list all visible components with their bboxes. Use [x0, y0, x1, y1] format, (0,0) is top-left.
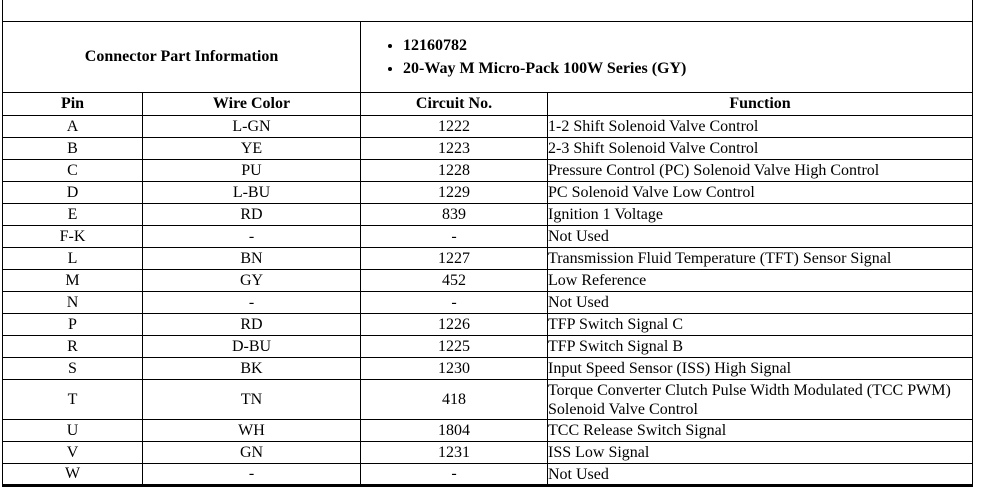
- table-row-pin-n: N - - Not Used: [2, 291, 973, 314]
- table-row-pin-e: E RD 839 Ignition 1 Voltage: [2, 203, 973, 226]
- pin-cell: E: [2, 203, 143, 226]
- pin-cell: V: [2, 441, 143, 464]
- column-header-pin: Pin: [2, 92, 143, 116]
- function-cell: Transmission Fluid Temperature (TFT) Sen…: [547, 247, 973, 270]
- table-row-pin-v: V GN 1231 ISS Low Signal: [2, 441, 973, 464]
- wire-color-cell: TN: [142, 379, 361, 420]
- pin-cell: R: [2, 335, 143, 358]
- circuit-no-cell: 1225: [360, 335, 548, 358]
- table-row-pin-r: R D-BU 1225 TFP Switch Signal B: [2, 335, 973, 358]
- table-row-pin-s: S BK 1230 Input Speed Sensor (ISS) High …: [2, 357, 973, 380]
- table-header-row: Pin Wire Color Circuit No. Function: [2, 92, 973, 116]
- pin-cell: D: [2, 181, 143, 204]
- circuit-no-cell: 1227: [360, 247, 548, 270]
- column-header-circuit-no: Circuit No.: [360, 92, 548, 116]
- function-cell: PC Solenoid Valve Low Control: [547, 181, 973, 204]
- function-cell: TCC Release Switch Signal: [547, 419, 973, 442]
- pin-cell: W: [2, 463, 143, 487]
- top-strip-cell: [2, 0, 973, 22]
- function-cell: TFP Switch Signal B: [547, 335, 973, 358]
- table-row-pin-m: M GY 452 Low Reference: [2, 269, 973, 292]
- function-cell: Input Speed Sensor (ISS) High Signal: [547, 357, 973, 380]
- circuit-no-cell: 1229: [360, 181, 548, 204]
- circuit-no-cell: 1226: [360, 313, 548, 336]
- table-row-pin-b: B YE 1223 2-3 Shift Solenoid Valve Contr…: [2, 137, 973, 160]
- circuit-no-cell: 418: [360, 379, 548, 420]
- wire-color-cell: L-GN: [142, 115, 361, 138]
- wire-color-cell: -: [142, 463, 361, 487]
- circuit-no-cell: 839: [360, 203, 548, 226]
- circuit-no-cell: 1804: [360, 419, 548, 442]
- table-row-pin-u: U WH 1804 TCC Release Switch Signal: [2, 419, 973, 442]
- circuit-no-cell: 1230: [360, 357, 548, 380]
- circuit-no-cell: 452: [360, 269, 548, 292]
- pin-cell: M: [2, 269, 143, 292]
- wire-color-cell: L-BU: [142, 181, 361, 204]
- function-cell: 1-2 Shift Solenoid Valve Control: [547, 115, 973, 138]
- function-cell: ISS Low Signal: [547, 441, 973, 464]
- function-cell: Low Reference: [547, 269, 973, 292]
- wire-color-cell: -: [142, 225, 361, 248]
- top-strip-row: [2, 0, 973, 22]
- wire-color-cell: RD: [142, 313, 361, 336]
- table-row-pin-fk: F-K - - Not Used: [2, 225, 973, 248]
- function-cell: 2-3 Shift Solenoid Valve Control: [547, 137, 973, 160]
- circuit-no-cell: 1222: [360, 115, 548, 138]
- wire-color-cell: WH: [142, 419, 361, 442]
- function-cell: Pressure Control (PC) Solenoid Valve Hig…: [547, 159, 973, 182]
- function-cell: Not Used: [547, 291, 973, 314]
- wire-color-cell: BK: [142, 357, 361, 380]
- function-cell: Torque Converter Clutch Pulse Width Modu…: [547, 379, 973, 420]
- wire-color-cell: RD: [142, 203, 361, 226]
- table-row-pin-c: C PU 1228 Pressure Control (PC) Solenoid…: [2, 159, 973, 182]
- wire-color-cell: YE: [142, 137, 361, 160]
- circuit-no-cell: -: [360, 291, 548, 314]
- table-row-pin-p: P RD 1226 TFP Switch Signal C: [2, 313, 973, 336]
- wire-color-cell: BN: [142, 247, 361, 270]
- table-row-pin-l: L BN 1227 Transmission Fluid Temperature…: [2, 247, 973, 270]
- pin-cell: B: [2, 137, 143, 160]
- pin-cell: N: [2, 291, 143, 314]
- circuit-no-cell: 1223: [360, 137, 548, 160]
- wire-color-cell: GY: [142, 269, 361, 292]
- column-header-wire-color: Wire Color: [142, 92, 361, 116]
- pin-cell: U: [2, 419, 143, 442]
- function-cell: TFP Switch Signal C: [547, 313, 973, 336]
- pin-cell: T: [2, 379, 143, 420]
- pin-cell: C: [2, 159, 143, 182]
- circuit-no-cell: 1228: [360, 159, 548, 182]
- pin-cell: A: [2, 115, 143, 138]
- function-cell: Not Used: [547, 225, 973, 248]
- wire-color-cell: GN: [142, 441, 361, 464]
- table-row-pin-t: T TN 418 Torque Converter Clutch Pulse W…: [2, 379, 973, 420]
- table-row-pin-a: A L-GN 1222 1-2 Shift Solenoid Valve Con…: [2, 115, 973, 138]
- connector-series-item: 20-Way M Micro-Pack 100W Series (GY): [403, 57, 972, 80]
- pin-cell: F-K: [2, 225, 143, 248]
- pin-cell: L: [2, 247, 143, 270]
- wire-color-cell: -: [142, 291, 361, 314]
- table-row-pin-w: W - - Not Used: [2, 463, 973, 487]
- part-info-list: 12160782 20-Way M Micro-Pack 100W Series…: [362, 34, 972, 80]
- part-info-label: Connector Part Information: [2, 21, 361, 93]
- part-info-list-cell: 12160782 20-Way M Micro-Pack 100W Series…: [360, 21, 973, 93]
- part-info-row: Connector Part Information 12160782 20-W…: [2, 21, 973, 93]
- circuit-no-cell: -: [360, 463, 548, 487]
- wire-color-cell: PU: [142, 159, 361, 182]
- connector-pinout-table: Connector Part Information 12160782 20-W…: [2, 0, 973, 487]
- function-cell: Ignition 1 Voltage: [547, 203, 973, 226]
- circuit-no-cell: -: [360, 225, 548, 248]
- pin-cell: S: [2, 357, 143, 380]
- function-cell: Not Used: [547, 463, 973, 487]
- circuit-no-cell: 1231: [360, 441, 548, 464]
- pin-cell: P: [2, 313, 143, 336]
- wire-color-cell: D-BU: [142, 335, 361, 358]
- part-number-item: 12160782: [403, 34, 972, 57]
- column-header-function: Function: [547, 92, 973, 116]
- table-row-pin-d: D L-BU 1229 PC Solenoid Valve Low Contro…: [2, 181, 973, 204]
